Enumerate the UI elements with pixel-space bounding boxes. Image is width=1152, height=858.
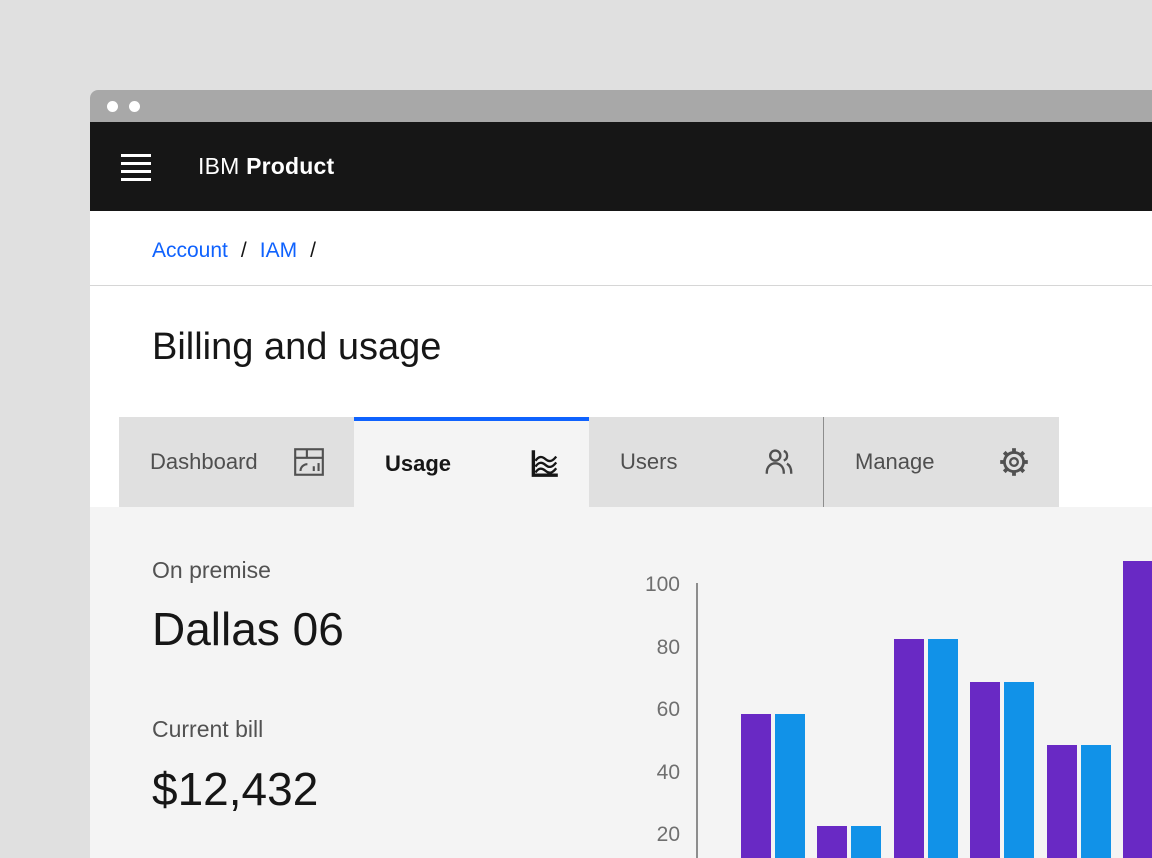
y-axis-tick-label: 80	[656, 635, 680, 659]
bar-purple	[741, 713, 771, 858]
dashboard-icon	[294, 448, 324, 476]
tab-label: Usage	[385, 451, 452, 476]
title-row: Billing and usage	[90, 286, 1152, 417]
breadcrumb-separator: /	[240, 239, 247, 262]
gear-icon	[1000, 448, 1028, 476]
bar-purple	[1123, 560, 1152, 858]
breadcrumb-link-iam[interactable]: IAM	[259, 239, 298, 262]
bill-label: Current bill	[152, 716, 264, 742]
browser-titlebar	[90, 90, 1152, 122]
usage-panel: On premise Dallas 06 Current bill $12,43…	[90, 507, 1152, 858]
bar-chart: 100 80 60 40 20	[90, 507, 1152, 858]
window-control-dot[interactable]	[107, 100, 118, 112]
tab-users[interactable]: Users	[589, 417, 825, 507]
bar-blue	[1004, 682, 1035, 858]
location-value: Dallas 06	[152, 603, 344, 655]
y-axis-line	[696, 583, 698, 858]
bar-purple	[893, 638, 924, 858]
tab-label: Dashboard	[150, 449, 258, 474]
bill-value: $12,432	[152, 763, 319, 815]
tab-label: Users	[620, 449, 678, 474]
bar-blue	[927, 638, 958, 858]
brand-name: Product	[246, 153, 335, 179]
tab-manage[interactable]: Manage	[824, 417, 1059, 507]
window-control-dot[interactable]	[129, 100, 140, 112]
bar-purple	[970, 682, 1001, 858]
bar-blue	[1080, 744, 1111, 858]
breadcrumb: Account / IAM /	[90, 211, 1152, 286]
tab-usage[interactable]: Usage	[354, 417, 589, 507]
bar-purple	[1046, 744, 1077, 858]
browser-window: IBM Product Account / IAM / Billing and …	[90, 90, 1152, 858]
page-header-section: Account / IAM / Billing and usage Dashbo…	[90, 211, 1152, 507]
page-title: Billing and usage	[152, 326, 442, 368]
users-icon	[765, 449, 793, 474]
y-axis-tick-label: 20	[656, 823, 680, 846]
y-axis-tick-label: 60	[656, 698, 680, 721]
y-axis-tick-label: 40	[656, 760, 680, 784]
tab-bar: Dashboard Usage	[90, 417, 1152, 507]
breadcrumb-separator: /	[310, 239, 316, 262]
location-label: On premise	[152, 557, 271, 583]
app-header: IBM Product	[90, 122, 1152, 211]
brand-prefix: IBM	[198, 153, 240, 179]
tab-label: Manage	[855, 449, 935, 474]
bar-purple	[817, 826, 848, 858]
bar-blue	[851, 826, 882, 858]
menu-icon[interactable]	[121, 153, 151, 181]
app-brand: IBM Product	[198, 153, 334, 180]
breadcrumb-link-account[interactable]: Account	[152, 239, 228, 262]
y-axis-tick-label: 100	[644, 573, 680, 596]
area-chart-icon	[531, 450, 558, 477]
bar-blue	[775, 713, 805, 858]
tab-dashboard[interactable]: Dashboard	[119, 417, 354, 507]
